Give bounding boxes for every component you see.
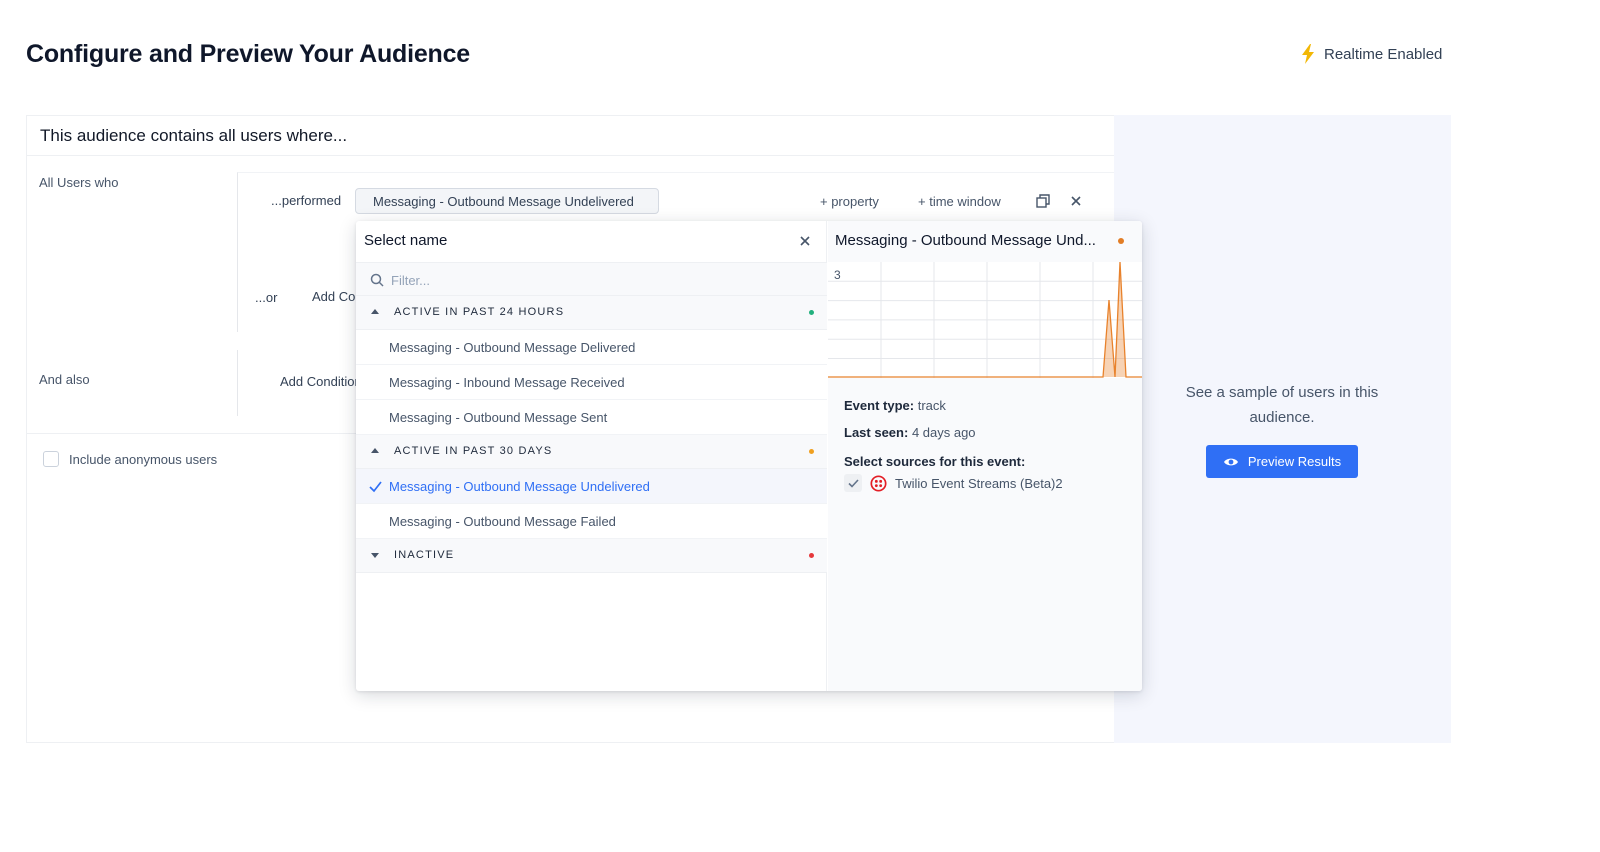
source-checkbox[interactable] [844,474,862,492]
sources-heading: Select sources for this event: [844,454,1025,469]
performed-label: ...performed [271,193,342,208]
realtime-label: Realtime Enabled [1324,45,1443,63]
group-status-dot [809,449,814,454]
source-item[interactable]: Twilio Event Streams (Beta)2 [844,474,1063,492]
event-option[interactable]: Messaging - Outbound Message Failed [356,504,827,539]
event-option-label: Messaging - Outbound Message Delivered [389,340,636,355]
builder-header-text: This audience contains all users where..… [40,126,348,145]
group-title: INACTIVE [394,549,455,561]
include-anonymous-checkbox[interactable] [43,451,59,467]
last-seen-label: Last seen: [844,425,909,440]
event-select-value: Messaging - Outbound Message Undelivered [373,193,634,209]
sample-description: See a sample of users in this audience. [1185,384,1379,426]
caret-down-icon [371,553,379,558]
popover-title: Select name [364,232,448,249]
event-option[interactable]: Messaging - Outbound Message Delivered [356,330,827,365]
filter-bar [356,262,827,296]
event-option[interactable]: Messaging - Inbound Message Received [356,365,827,400]
popover-header: Select name [356,221,827,262]
duplicate-icon[interactable] [1035,193,1051,209]
add-and-condition-label: Add Condition [280,374,356,389]
event-list-panel: Select name ACTIVE IN PAST 24 HOURS Messa… [356,221,827,691]
remove-condition-icon[interactable] [1069,194,1083,208]
source-name: Twilio Event Streams (Beta)2 [895,475,1063,491]
group-status-dot [809,553,814,558]
last-seen-row: Last seen: 4 days ago [844,425,976,440]
check-icon [369,481,382,493]
event-option-label: Messaging - Outbound Message Sent [389,410,608,425]
event-option-label: Messaging - Outbound Message Failed [389,514,616,529]
detail-title: Messaging - Outbound Message Und... [835,232,1096,249]
close-icon[interactable] [798,234,812,248]
add-property-button[interactable]: + property [820,194,879,209]
add-or-condition-button[interactable]: Add Condition [302,289,356,304]
event-option[interactable]: Messaging - Outbound Message Sent [356,400,827,435]
all-users-label: All Users who [39,175,119,190]
sparkline-area [828,262,1142,377]
group-header[interactable]: ACTIVE IN PAST 24 HOURS [356,296,827,330]
realtime-status: Realtime Enabled [1300,44,1442,64]
last-seen-value: 4 days ago [911,425,976,440]
sparkline-line [828,262,1142,378]
event-type-value: track [917,398,946,413]
sparkline-max-label: 3 [834,268,841,282]
add-time-window-button[interactable]: + time window [918,194,1001,209]
event-type-row: Event type: track [844,398,946,413]
event-detail-panel: Messaging - Outbound Message Und... 3 Ev… [828,221,1142,691]
preview-results-button[interactable]: Preview Results [1206,445,1358,478]
page-title: Configure and Preview Your Audience [26,40,471,68]
sources-label: Select sources for this event: [844,454,1026,469]
group-header[interactable]: ACTIVE IN PAST 30 DAYS [356,435,827,469]
caret-up-icon [371,309,379,314]
event-option[interactable]: Messaging - Outbound Message Undelivered [356,469,827,504]
search-icon [370,273,384,287]
detail-status-dot [1118,238,1124,244]
filter-input[interactable] [391,270,791,290]
add-and-condition-button[interactable]: Add Condition [270,374,356,389]
event-option-label: Messaging - Inbound Message Received [389,375,625,390]
caret-up-icon [371,448,379,453]
check-icon [847,478,859,488]
event-name-popover: Select name ACTIVE IN PAST 24 HOURS Messa… [356,221,1142,691]
add-or-condition-label: Add Condition [312,289,356,304]
group-status-dot [809,310,814,315]
event-select[interactable]: Messaging - Outbound Message Undelivered [355,188,659,214]
and-also-group [237,350,1114,416]
group-header[interactable]: INACTIVE [356,539,827,573]
and-also-label: And also [39,372,90,387]
lightning-bolt-icon [1302,44,1314,64]
twilio-logo-icon [870,474,887,492]
include-anonymous-label: Include anonymous users [69,451,218,467]
builder-header: This audience contains all users where..… [27,116,1115,156]
group-title: ACTIVE IN PAST 24 HOURS [394,306,565,318]
include-anonymous-toggle[interactable]: Include anonymous users [43,451,217,467]
event-type-label: Event type: [844,398,915,413]
eye-icon [1223,458,1238,465]
condition-group [237,172,1114,332]
event-option-label: Messaging - Outbound Message Undelivered [389,479,650,494]
group-title: ACTIVE IN PAST 30 DAYS [394,445,553,457]
or-label: ...or [255,290,278,305]
preview-pane [1114,115,1451,743]
event-volume-sparkline [828,262,1142,378]
preview-results-label: Preview Results [1247,454,1342,469]
